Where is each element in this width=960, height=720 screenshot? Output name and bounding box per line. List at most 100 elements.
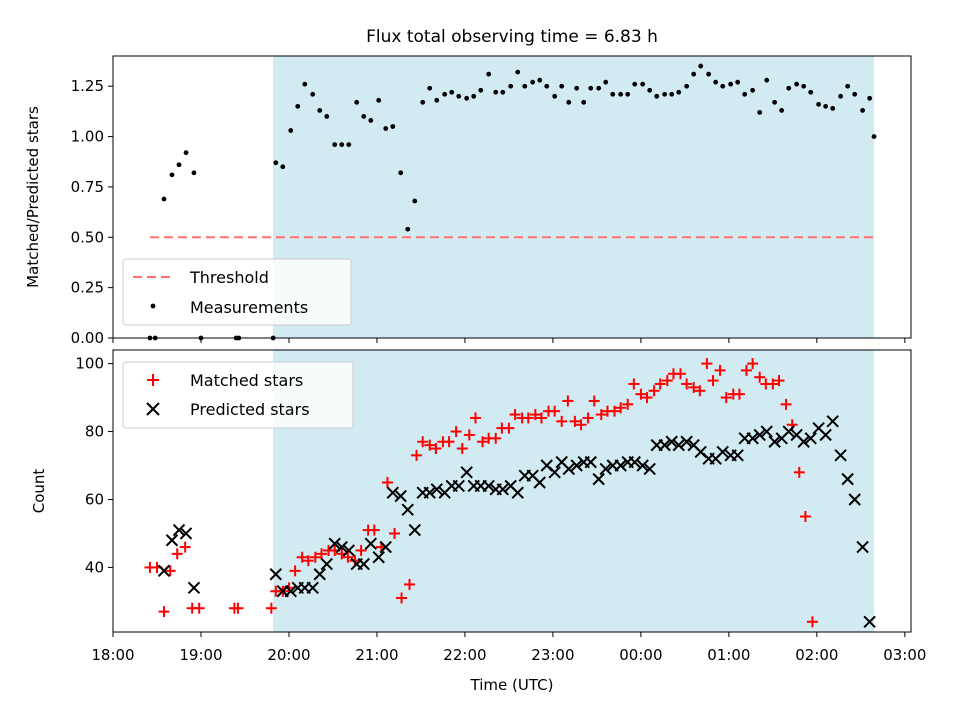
predicted-star-point [562,462,575,476]
measurement-point [434,97,440,103]
measurement-point [191,170,197,176]
predicted-star-point [848,493,861,506]
measurement-point [698,63,704,69]
x-tick-label: 21:00 [355,646,398,664]
measurement-point [324,114,330,119]
predicted-star-point [804,432,817,445]
measurement-point [757,110,763,115]
matched-star-point [424,439,436,451]
predicted-star-point [841,472,854,486]
predicted-legend-marker [146,402,160,416]
measurement-point [728,81,734,87]
measurement-point [772,99,778,105]
predicted-star-point [548,466,561,479]
matched-legend-label: Matched stars [190,371,303,390]
y-tick-label: 0.00 [71,329,104,347]
measurement-point [684,83,690,89]
matched-star-point [443,436,455,448]
measurement-point [596,85,602,91]
x-tick-label: 02:00 [795,646,838,664]
matched-star-point [171,548,183,560]
measurement-point [280,164,286,170]
matched-star-point [575,419,587,431]
predicted-star-point [179,527,193,540]
measurement-point [720,83,726,89]
measurement-point [478,87,484,93]
measurement-point [867,95,873,101]
measurement-point [559,83,565,89]
matched-star-point [562,395,574,407]
matched-star-point [522,412,534,424]
matched-star-point [179,541,191,553]
observing-window-shading [273,350,875,632]
matched-star-point [389,527,401,539]
matched-star-point [628,378,640,390]
measurement-point [735,79,741,85]
measurement-point [522,83,528,89]
predicted-star-point [511,486,524,499]
observing-window-shading [273,56,875,338]
matched-star-point [549,405,561,417]
measurement-point [537,77,543,83]
measurement-point [310,91,316,97]
measurement-point [161,196,167,202]
ratio-legend: Threshold Measurements [122,258,352,326]
measurement-point [354,99,360,105]
predicted-star-point [269,568,282,581]
predicted-star-point [834,449,847,462]
predicted-star-point [856,540,869,554]
predicted-star-point [753,428,766,442]
predicted-star-point [768,435,781,448]
predicted-star-point [401,503,414,516]
measurement-point [339,142,345,148]
measurement-point [808,89,814,95]
predicted-star-point [172,523,186,537]
predicted-star-point [716,445,729,459]
measurement-point [427,85,433,91]
matched-star-point [714,364,726,376]
predicted-star-point [394,489,407,503]
measurement-point [845,83,851,89]
measurement-point [486,71,492,77]
predicted-star-point [313,568,326,581]
x-tick-label: 03:00 [883,646,926,664]
measurement-point [405,226,411,232]
predicted-star-point [599,462,612,476]
matched-star-point [164,565,176,577]
measurement-point [786,85,792,91]
predicted-star-point [157,564,171,578]
predicted-star-point [460,466,473,479]
measurement-point [412,198,418,204]
measurement-point [706,71,712,77]
measurements-legend-marker [150,303,156,309]
matched-star-point [477,436,489,448]
x-tick-label: 19:00 [179,646,222,664]
matched-star-point [799,510,811,522]
measurement-point [544,83,550,89]
predicted-star-point [570,459,583,472]
matched-star-point [404,578,416,590]
matched-star-point [158,606,170,618]
y-tick-label: 60 [85,490,104,508]
predicted-star-point [826,415,839,428]
measurement-point [449,89,455,95]
predicted-star-point [628,455,641,469]
matched-star-point [595,409,607,421]
predicted-star-point [496,483,509,496]
measurement-point [750,87,756,93]
measurement-point [176,162,182,168]
matched-star-point [503,422,515,434]
matched-star-point [733,388,745,400]
matched-star-point [265,602,277,614]
predicted-star-point [452,479,465,493]
matched-star-point [754,371,766,383]
x-tick-label: 22:00 [443,646,486,664]
matched-star-point [349,555,361,567]
predicted-star-point [482,479,495,493]
x-axis-label: Time (UTC) [470,676,554,694]
count-y-axis-label: Count [30,469,48,514]
matched-star-point [355,544,367,556]
measurement-point [361,114,367,119]
measurement-point [713,79,719,85]
